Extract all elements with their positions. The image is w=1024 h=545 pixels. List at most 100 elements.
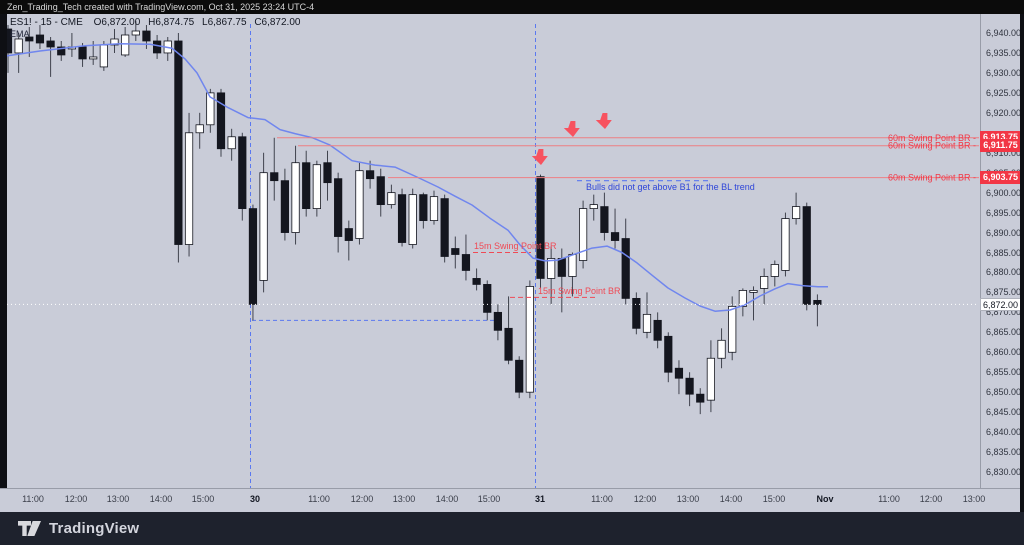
time-axis-label: 12:00 bbox=[633, 494, 657, 504]
price-axis-label: 6,855.00 bbox=[986, 367, 1022, 378]
candle-body bbox=[142, 30, 151, 42]
time-axis-label: 14:00 bbox=[435, 494, 459, 504]
tradingview-wordmark[interactable]: TradingView bbox=[49, 520, 140, 537]
legend-high: H6,874.75 bbox=[148, 17, 195, 28]
price-alert-badge: 6,903.75 bbox=[980, 171, 1021, 185]
price-axis-label: 6,840.00 bbox=[986, 427, 1022, 438]
candle-body bbox=[483, 284, 492, 313]
time-axis-label: 15:00 bbox=[477, 494, 501, 504]
candle-body bbox=[813, 299, 822, 305]
candle-body bbox=[195, 124, 204, 134]
candle-body bbox=[493, 311, 503, 331]
legend-low: L6,867.75 bbox=[202, 17, 247, 28]
candle-body bbox=[685, 377, 694, 395]
price-axis-label: 6,845.00 bbox=[986, 407, 1022, 418]
candlestick-chart[interactable]: 60m Swing Point BR -60m Swing Point BR -… bbox=[0, 14, 980, 488]
candle-body bbox=[589, 204, 598, 209]
candle-body bbox=[419, 194, 428, 221]
candle-body bbox=[14, 38, 23, 54]
price-axis-label: 6,920.00 bbox=[986, 107, 1022, 118]
time-axis-date-label: 30 bbox=[249, 494, 261, 504]
time-axis-label: 15:00 bbox=[762, 494, 786, 504]
candle-body bbox=[749, 290, 758, 293]
candle-body bbox=[760, 276, 769, 289]
price-alert-badge: 6,911.75 bbox=[980, 139, 1021, 153]
candle-body bbox=[621, 238, 630, 299]
candle-body bbox=[57, 46, 66, 56]
candle-body bbox=[78, 46, 87, 60]
candle-body bbox=[344, 228, 353, 241]
time-axis-label: 11:00 bbox=[308, 494, 330, 504]
candle-body bbox=[642, 313, 652, 333]
price-axis-label: 6,900.00 bbox=[986, 187, 1022, 198]
candle-body bbox=[504, 327, 513, 361]
price-axis-label: 6,830.00 bbox=[986, 467, 1022, 477]
legend-close: C6,872.00 bbox=[254, 17, 301, 28]
time-axis[interactable]: 11:00 12:00 13:00 14:00 15:00 30 11:00 12:00 13:… bbox=[0, 488, 1020, 513]
swing-level-label-60m: 60m Swing Point BR - bbox=[888, 141, 976, 151]
price-axis-label: 6,935.00 bbox=[986, 47, 1022, 58]
legend-open: O6,872.00 bbox=[93, 17, 141, 28]
price-axis-label: 6,835.00 bbox=[986, 447, 1022, 458]
candle-body bbox=[184, 132, 194, 245]
time-axis-label: 11:00 bbox=[878, 494, 900, 504]
candle-body bbox=[376, 176, 385, 206]
symbol-legend[interactable]: ES1! - 15 - CME O6,872.00 H6,874.75 L6,8… bbox=[10, 17, 305, 28]
down-arrow-icon bbox=[531, 149, 548, 165]
price-axis[interactable]: 6,940.00 6,935.00 6,930.00 6,925.00 6,920.00… bbox=[980, 14, 1021, 488]
right-edge-strip bbox=[1020, 14, 1024, 512]
time-axis-label: 13:00 bbox=[676, 494, 700, 504]
candle-body bbox=[25, 36, 34, 42]
time-axis-label: 14:00 bbox=[719, 494, 743, 504]
candle-body bbox=[408, 194, 417, 245]
symbol-name[interactable]: ES1! - 15 - CME bbox=[10, 17, 83, 28]
candle-body bbox=[174, 40, 183, 245]
candle-body bbox=[334, 178, 343, 237]
tradingview-logo-icon[interactable] bbox=[18, 521, 41, 536]
price-axis-label: 6,850.00 bbox=[986, 387, 1022, 398]
time-axis-label: 15:00 bbox=[191, 494, 215, 504]
candle-body bbox=[653, 319, 662, 341]
footer-bar: TradingView bbox=[0, 512, 1024, 545]
candle-body bbox=[579, 208, 588, 261]
candle-body bbox=[35, 34, 45, 44]
indicator-legend[interactable]: EMA bbox=[10, 29, 30, 39]
time-axis-label: 12:00 bbox=[64, 494, 88, 504]
time-axis-label: 13:00 bbox=[106, 494, 130, 504]
candle-body bbox=[46, 40, 55, 48]
candle-body bbox=[547, 258, 556, 279]
candle-body bbox=[238, 136, 247, 209]
candle-body bbox=[536, 176, 545, 279]
candle-body bbox=[706, 357, 716, 401]
candle-body bbox=[632, 297, 641, 329]
time-axis-label: 13:00 bbox=[392, 494, 416, 504]
candle-body bbox=[738, 290, 747, 307]
candle-body bbox=[525, 286, 534, 393]
candle-body bbox=[792, 206, 801, 219]
candle-body bbox=[259, 172, 268, 281]
collapsed-toolbar-strip[interactable] bbox=[0, 14, 7, 512]
candle-body bbox=[280, 180, 290, 233]
candle-body bbox=[206, 92, 215, 126]
candle-body bbox=[355, 170, 364, 239]
candle-body bbox=[440, 198, 449, 257]
candle-body bbox=[557, 258, 566, 277]
price-axis-label: 6,930.00 bbox=[986, 67, 1022, 78]
price-axis-label: 6,940.00 bbox=[986, 28, 1022, 38]
price-axis-label: 6,885.00 bbox=[986, 247, 1022, 258]
time-axis-label: 14:00 bbox=[149, 494, 173, 504]
time-axis-label: 11:00 bbox=[22, 494, 44, 504]
price-axis-label: 6,925.00 bbox=[986, 87, 1022, 98]
candle-body bbox=[291, 162, 300, 233]
candle-body bbox=[152, 40, 162, 54]
candle-body bbox=[323, 162, 332, 184]
candle-body bbox=[600, 206, 609, 233]
time-axis-label: 12:00 bbox=[350, 494, 374, 504]
down-arrow-icon bbox=[563, 121, 580, 137]
candle-body bbox=[312, 164, 321, 209]
candle-body bbox=[568, 254, 577, 277]
candle-body bbox=[121, 34, 130, 56]
candle-body bbox=[99, 44, 108, 68]
swing-level-label-15m: 15m Swing Point BR bbox=[474, 241, 557, 251]
price-axis-label: 6,910.00 bbox=[986, 147, 1022, 158]
